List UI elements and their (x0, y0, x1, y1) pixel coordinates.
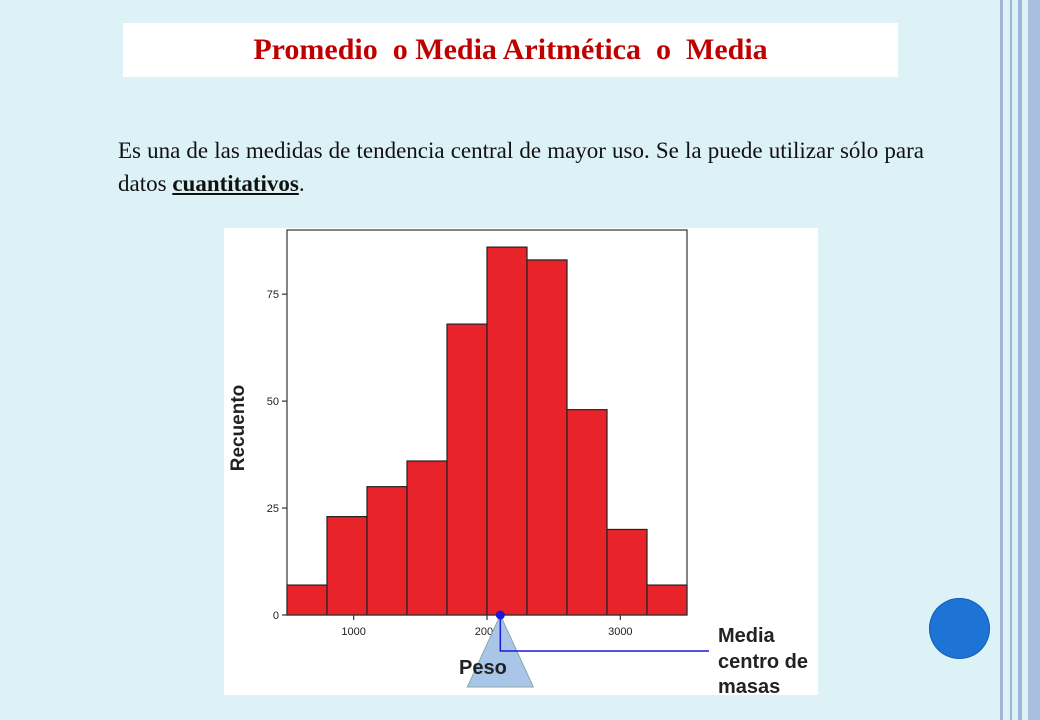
histogram-svg: 0 25 50 75 1000 2000 3000 Recuento Peso Media… (228, 229, 808, 698)
mean-pointer-line (499, 615, 709, 652)
y-tick-label: 0 (273, 610, 279, 622)
slide-border-line (1018, 0, 1022, 720)
y-tick-label: 50 (267, 396, 279, 408)
bars-group (286, 246, 688, 616)
histogram-chart: 0 25 50 75 1000 2000 3000 Recuento Peso Media… (224, 228, 818, 698)
title-box: Promedio o Media Aritmética o Media (123, 23, 898, 77)
body-text-main: Es una de las medidas de tendencia centr… (118, 138, 924, 196)
histogram-bar (486, 246, 528, 616)
histogram-bar (446, 323, 488, 616)
body-paragraph: Es una de las medidas de tendencia centr… (118, 134, 924, 200)
body-text-emphasis: cuantitativos (172, 171, 299, 196)
histogram-bar (606, 528, 648, 616)
histogram-bar (646, 584, 688, 616)
navigation-circle-button[interactable] (929, 598, 990, 659)
histogram-bar (566, 409, 608, 616)
slide-border-line (1000, 0, 1003, 720)
slide-border-line (1010, 0, 1012, 720)
x-tick-label: 1000 (341, 626, 365, 638)
histogram-bar (406, 460, 448, 616)
x-axis: 1000 2000 3000 (341, 615, 633, 638)
y-tick-label: 25 (267, 503, 279, 515)
histogram-bar (286, 584, 328, 616)
y-axis: 0 25 50 75 (267, 289, 287, 622)
x-tick-label: 3000 (608, 626, 632, 638)
annotation-line1: Media (718, 625, 776, 647)
annotation-line3: masas (718, 676, 780, 695)
slide-border-line (1028, 0, 1040, 720)
y-axis-label: Recuento (228, 385, 249, 472)
x-axis-label: Peso (459, 657, 507, 679)
body-text-end: . (298, 171, 305, 196)
mean-marker-group (466, 610, 709, 688)
histogram-bar (326, 516, 368, 616)
histogram-bar (366, 486, 408, 616)
y-tick-label: 75 (267, 289, 279, 301)
slide-title: Promedio o Media Aritmética o Media (253, 33, 768, 66)
annotation-line2: centro de (718, 651, 808, 673)
mean-point (495, 610, 505, 620)
histogram-bar (526, 259, 568, 616)
